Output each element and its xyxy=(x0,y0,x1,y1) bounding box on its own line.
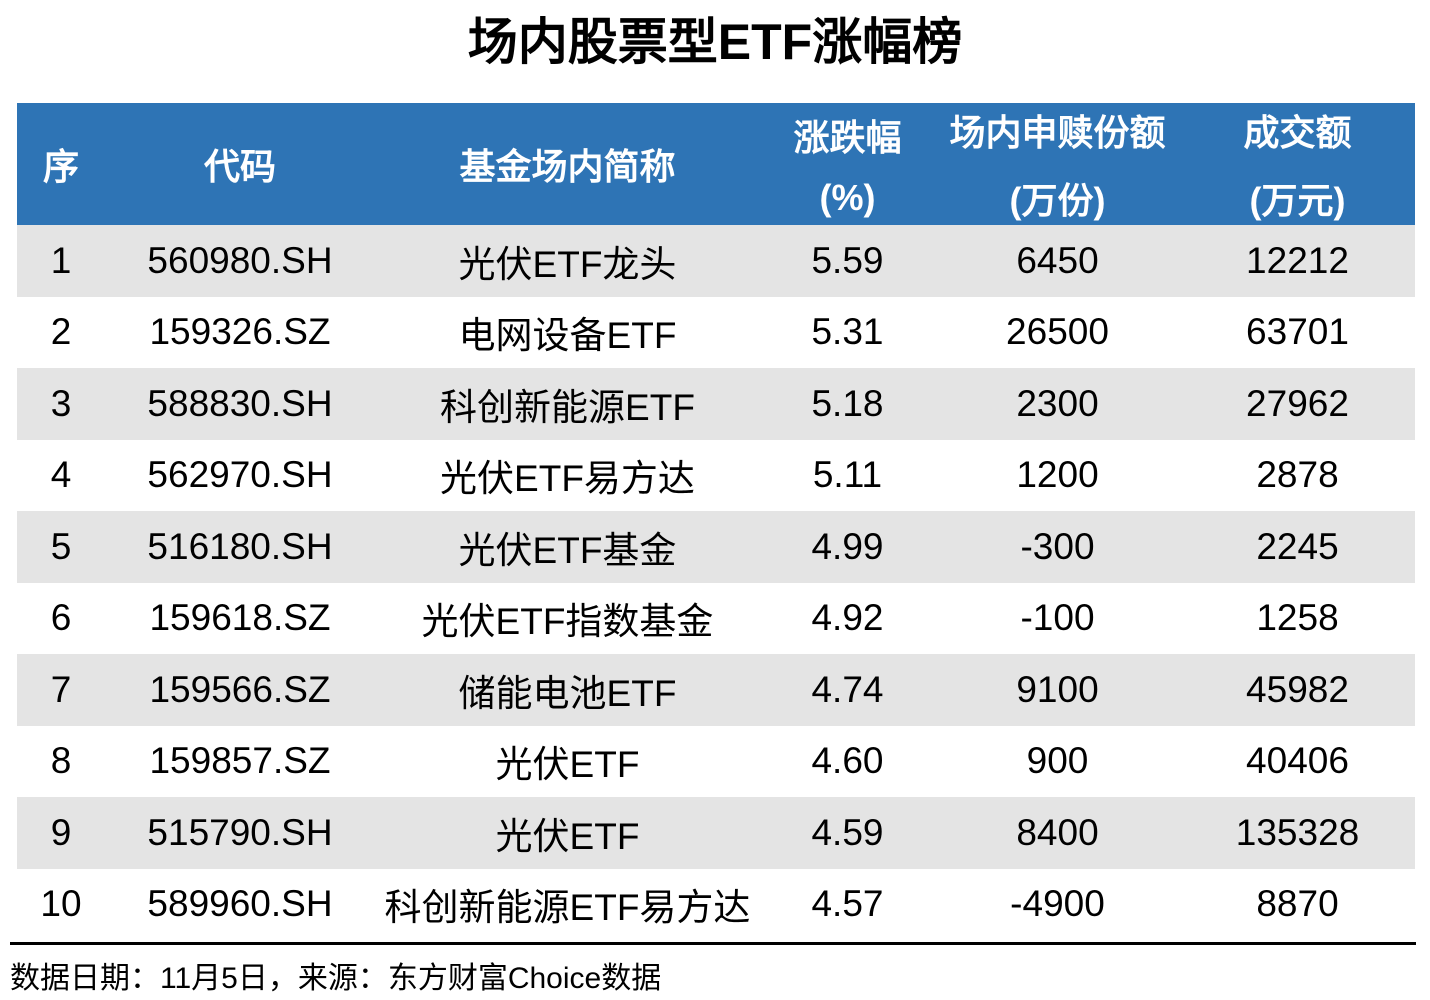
column-header-6: 成交额 (万元) xyxy=(1180,103,1415,225)
table-cell: 159618.SZ xyxy=(149,597,331,639)
table-cell: 电网设备ETF xyxy=(458,315,677,357)
table-cell: 2300 xyxy=(1016,382,1099,424)
table-cell: 1258 xyxy=(1256,597,1339,639)
table-cell: 2245 xyxy=(1256,525,1339,567)
table-cell: 光伏ETF易方达 xyxy=(440,458,695,500)
column-header-4: 涨跌幅 (%) xyxy=(760,103,935,225)
table-cell: -4900 xyxy=(1010,883,1105,925)
table-cell: 12212 xyxy=(1246,239,1349,281)
table-cell: 8400 xyxy=(1016,811,1099,853)
table-row: 10 589960.SH 科创新能源ETF易方达 4.57 -4900 8870 xyxy=(17,868,1415,940)
table-cell: 5.11 xyxy=(812,454,883,496)
table-cell: 8870 xyxy=(1256,883,1339,925)
table-cell: 2 xyxy=(50,311,72,353)
data-source-note: 数据日期：11月5日，来源：东方财富Choice数据 xyxy=(10,962,662,995)
table-cell: 516180.SH xyxy=(147,525,333,567)
table-cell: 8 xyxy=(50,740,72,782)
table-cell: 588830.SH xyxy=(147,382,333,424)
table-cell: 光伏ETF指数基金 xyxy=(421,601,714,643)
table-cell: 4.99 xyxy=(811,525,884,567)
page-title: 场内股票型ETF涨幅榜 xyxy=(467,14,963,70)
table-cell: 4.59 xyxy=(811,811,884,853)
footer-divider xyxy=(10,942,1416,945)
table-row: 6 159618.SZ 光伏ETF指数基金 4.92 -100 1258 xyxy=(17,582,1415,654)
table-cell: 9100 xyxy=(1016,668,1099,710)
table-cell: 63701 xyxy=(1246,311,1349,353)
table-cell: 1 xyxy=(50,239,72,281)
table-cell: 4.74 xyxy=(811,668,884,710)
table-cell: 589960.SH xyxy=(147,883,333,925)
table-cell: 7 xyxy=(50,668,72,710)
table-cell: 科创新能源ETF易方达 xyxy=(384,887,751,929)
table-cell: 光伏ETF龙头 xyxy=(458,243,677,285)
table-cell: -100 xyxy=(1020,597,1095,639)
table-cell: 159857.SZ xyxy=(149,740,331,782)
column-header-label-group: 基金场内简称 xyxy=(375,103,760,225)
table-head: 序 代码 基金场内简称 涨跌幅 (%) 场内申赎份额 (万份) 成交额 (万元) xyxy=(17,103,1415,225)
column-header-unit: (万元) xyxy=(1249,180,1346,221)
table-cell: 4.92 xyxy=(811,597,884,639)
column-header-unit: (万份) xyxy=(1009,180,1106,221)
column-header-2: 代码 xyxy=(105,103,375,225)
table-cell: 560980.SH xyxy=(147,239,333,281)
table-row: 7 159566.SZ 储能电池ETF 4.74 9100 45982 xyxy=(17,654,1415,726)
column-header-label-group: 涨跌幅 (%) xyxy=(760,103,935,225)
column-header-5: 场内申赎份额 (万份) xyxy=(935,103,1180,225)
table-cell: 5 xyxy=(50,525,72,567)
column-header-label: 涨跌幅 xyxy=(793,117,902,158)
table-cell: 4 xyxy=(50,454,72,496)
column-header-unit: (%) xyxy=(819,177,876,218)
table-cell: 159326.SZ xyxy=(149,311,331,353)
table-cell: 45982 xyxy=(1246,668,1349,710)
table-cell: 光伏ETF基金 xyxy=(458,529,677,571)
table-row: 5 516180.SH 光伏ETF基金 4.99 -300 2245 xyxy=(17,511,1415,583)
table-cell: 9 xyxy=(50,811,72,853)
column-header-label: 场内申赎份额 xyxy=(949,112,1166,153)
table-cell: 4.57 xyxy=(811,883,884,925)
column-header-label: 基金场内简称 xyxy=(459,146,676,187)
table-cell: 2878 xyxy=(1256,454,1339,496)
table-cell: 5.59 xyxy=(811,239,884,281)
table-cell: 900 xyxy=(1026,740,1089,782)
table-cell: 5.31 xyxy=(811,311,884,353)
table-cell: 27962 xyxy=(1246,382,1349,424)
column-header-label-group: 代码 xyxy=(105,103,375,225)
table-cell: 40406 xyxy=(1246,740,1349,782)
table-cell: 562970.SH xyxy=(147,454,333,496)
table-body: 1 560980.SH 光伏ETF龙头 5.59 6450 12212 2 159326.SZ… xyxy=(17,225,1415,940)
table-header-row: 序 代码 基金场内简称 涨跌幅 (%) 场内申赎份额 (万份) 成交额 (万元) xyxy=(17,103,1415,225)
table-cell: 6450 xyxy=(1016,239,1099,281)
table-cell: 6 xyxy=(50,597,72,639)
table-cell: 515790.SH xyxy=(147,811,333,853)
column-header-label: 成交额 xyxy=(1243,112,1352,153)
column-header-3: 基金场内简称 xyxy=(375,103,760,225)
table-cell: 135328 xyxy=(1235,811,1360,853)
table-cell: 1200 xyxy=(1016,454,1099,496)
table-cell: -300 xyxy=(1020,525,1095,567)
table-cell: 3 xyxy=(50,382,72,424)
table-row: 3 588830.SH 科创新能源ETF 5.18 2300 27962 xyxy=(17,368,1415,440)
table-row: 2 159326.SZ 电网设备ETF 5.31 26500 63701 xyxy=(17,296,1415,368)
column-header-label: 代码 xyxy=(203,146,276,187)
table-cell: 储能电池ETF xyxy=(458,672,677,714)
table-cell: 4.60 xyxy=(811,740,884,782)
column-header-label: 序 xyxy=(42,146,79,187)
table-row: 1 560980.SH 光伏ETF龙头 5.59 6450 12212 xyxy=(17,225,1415,297)
etf-gain-ranking-table: 序 代码 基金场内简称 涨跌幅 (%) 场内申赎份额 (万份) 成交额 (万元) 1 560980… xyxy=(17,103,1415,940)
table-cell: 26500 xyxy=(1006,311,1109,353)
table-cell: 光伏ETF xyxy=(495,744,640,786)
column-header-label-group: 序 xyxy=(17,103,105,225)
table-cell: 科创新能源ETF xyxy=(440,386,695,428)
table-row: 8 159857.SZ 光伏ETF 4.60 900 40406 xyxy=(17,725,1415,797)
table-cell: 159566.SZ xyxy=(149,668,331,710)
column-header-1: 序 xyxy=(17,103,105,225)
table-cell: 10 xyxy=(40,883,82,925)
table-cell: 5.18 xyxy=(811,382,884,424)
column-header-label-group: 场内申赎份额 (万份) xyxy=(935,103,1180,225)
table-row: 9 515790.SH 光伏ETF 4.59 8400 135328 xyxy=(17,797,1415,869)
table-cell: 光伏ETF xyxy=(495,815,640,857)
table-row: 4 562970.SH 光伏ETF易方达 5.11 1200 2878 xyxy=(17,439,1415,511)
column-header-label-group: 成交额 (万元) xyxy=(1180,103,1415,225)
